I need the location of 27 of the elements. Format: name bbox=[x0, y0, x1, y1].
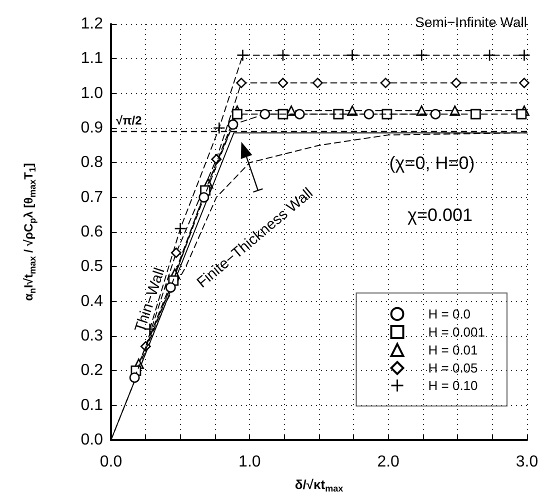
y-tick-label: 0.1 bbox=[80, 396, 104, 414]
y-tick-label: 0.0 bbox=[80, 432, 104, 448]
text: αnI√tmax / √ρCpλ [θmaxT1] bbox=[22, 163, 38, 301]
legend-label: H = 0.0 bbox=[428, 306, 471, 322]
legend-label: H = 0.01 bbox=[428, 342, 478, 358]
y-tick-label: 0.5 bbox=[80, 258, 104, 276]
y-tick-label: 1.2 bbox=[80, 16, 104, 32]
x-tick-label: 1.0 bbox=[238, 454, 261, 470]
y-tick-label: 0.7 bbox=[80, 188, 104, 206]
annotation: χ=0.001 bbox=[407, 205, 473, 225]
ref-line-label: √π/2 bbox=[116, 113, 142, 128]
annotation: Semi−Infinite Wall bbox=[415, 14, 527, 30]
legend-label: H = 0.05 bbox=[428, 360, 478, 376]
x-tick-label: 0.0 bbox=[100, 454, 122, 470]
y-tick-label: 1.1 bbox=[80, 50, 104, 68]
y-tick-label: 0.6 bbox=[80, 224, 104, 240]
x-tick-label: 3.0 bbox=[516, 454, 538, 470]
y-tick-label: 0.3 bbox=[80, 328, 104, 344]
annotation: (χ=0, H=0) bbox=[389, 153, 475, 173]
y-tick-label: 0.9 bbox=[80, 120, 104, 136]
y-tick-label: 0.4 bbox=[80, 292, 104, 310]
x-tick-label: 2.0 bbox=[377, 454, 400, 470]
legend-label: H = 0.001 bbox=[428, 324, 486, 340]
legend-label: H = 0.10 bbox=[428, 378, 478, 393]
y-tick-label: 1.0 bbox=[80, 84, 104, 102]
y-tick-label: 0.2 bbox=[80, 362, 104, 380]
y-tick-label: 0.8 bbox=[80, 154, 104, 172]
